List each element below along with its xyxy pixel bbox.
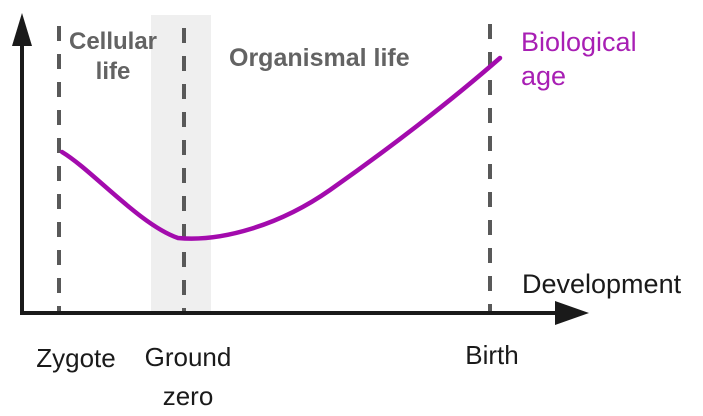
ground-zero-highlight-band [151, 15, 211, 311]
milestone-label-ground-zero: Ground zero [144, 342, 232, 411]
milestone-label-zygote: Zygote [36, 343, 116, 373]
milestone-label-birth: Birth [465, 340, 519, 370]
x-axis-arrowhead-icon [555, 301, 589, 325]
biological-age-curve [59, 55, 503, 241]
organismal-life-region-label: Organismal life [229, 44, 410, 72]
y-axis-arrowhead-icon [12, 13, 32, 46]
x-axis-title: Development [522, 269, 682, 299]
cellular-life-region-label: Cellular life [68, 28, 158, 85]
biological-age-curve-label: Biological age [521, 27, 637, 91]
